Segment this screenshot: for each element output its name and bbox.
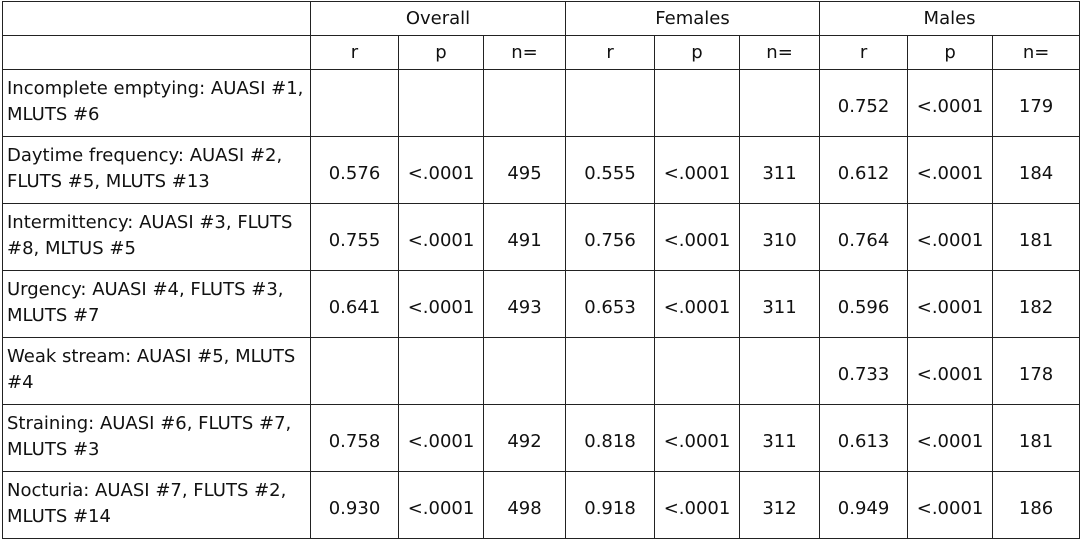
overall-p-cell: <.0001 [398,471,484,539]
row-label: Weak stream: AUASI #5, MLUTS #4 [2,337,311,405]
males-r-cell: 0.949 [819,471,909,539]
row-label: Urgency: AUASI #4, FLUTS #3, MLUTS #7 [2,270,311,338]
group-header-row: Overall Females Males [2,1,1080,36]
overall-p-cell: <.0001 [398,270,484,338]
females-n-cell [739,69,821,137]
overall-n-cell: 498 [482,471,567,539]
subheader-p: p [654,35,741,70]
females-r-cell: 0.756 [565,203,656,271]
overall-r-cell [310,69,399,137]
overall-n-cell: 495 [482,136,567,204]
overall-r-cell: 0.930 [310,471,399,539]
subheader-r: r [819,35,909,70]
table-row: Daytime frequency: AUASI #2, FLUTS #5, M… [2,136,1080,204]
males-r-cell: 0.733 [819,337,909,405]
females-r-cell: 0.818 [565,404,656,472]
table-row: Weak stream: AUASI #5, MLUTS #4 0.733 <.00… [2,337,1080,405]
row-label: Incomplete emptying: AUASI #1, MLUTS #6 [2,69,311,137]
males-n-cell: 184 [992,136,1080,204]
row-label: Nocturia: AUASI #7, FLUTS #2, MLUTS #14 [2,471,311,539]
females-p-cell: <.0001 [654,471,741,539]
overall-p-cell [398,337,484,405]
table-row: Nocturia: AUASI #7, FLUTS #2, MLUTS #14 0… [2,471,1080,539]
corner-cell [2,1,311,36]
males-p-cell: <.0001 [907,270,994,338]
males-n-cell: 181 [992,404,1080,472]
females-n-cell: 311 [739,270,821,338]
females-r-cell: 0.918 [565,471,656,539]
females-n-cell: 311 [739,136,821,204]
males-p-cell: <.0001 [907,203,994,271]
overall-r-cell [310,337,399,405]
females-r-cell: 0.653 [565,270,656,338]
table-row: Straining: AUASI #6, FLUTS #7, MLUTS #3 0… [2,404,1080,472]
overall-p-cell [398,69,484,137]
subheader-r: r [565,35,656,70]
row-label: Daytime frequency: AUASI #2, FLUTS #5, M… [2,136,311,204]
subheader-r: r [310,35,399,70]
overall-n-cell: 491 [482,203,567,271]
males-n-cell: 181 [992,203,1080,271]
group-header-females: Females [565,1,821,36]
males-n-cell: 179 [992,69,1080,137]
males-p-cell: <.0001 [907,337,994,405]
group-header-males: Males [819,1,1080,36]
males-n-cell: 182 [992,270,1080,338]
males-p-cell: <.0001 [907,136,994,204]
males-r-cell: 0.613 [819,404,909,472]
group-header-overall: Overall [309,1,567,36]
females-p-cell: <.0001 [654,136,741,204]
overall-r-cell: 0.758 [310,404,399,472]
overall-p-cell: <.0001 [398,404,484,472]
females-n-cell [739,337,821,405]
table-row: Incomplete emptying: AUASI #1, MLUTS #6 0… [2,69,1080,137]
overall-r-cell: 0.755 [310,203,399,271]
males-p-cell: <.0001 [907,471,994,539]
row-label: Straining: AUASI #6, FLUTS #7, MLUTS #3 [2,404,311,472]
males-p-cell: <.0001 [907,404,994,472]
males-r-cell: 0.752 [819,69,909,137]
males-n-cell: 178 [992,337,1080,405]
females-p-cell [654,69,741,137]
overall-n-cell: 493 [482,270,567,338]
subheader-p: p [907,35,994,70]
subheader-p: p [398,35,484,70]
row-label: Intermittency: AUASI #3, FLUTS #8, MLTUS… [2,203,311,271]
table-row: Urgency: AUASI #4, FLUTS #3, MLUTS #7 0.6… [2,270,1080,338]
overall-p-cell: <.0001 [398,203,484,271]
overall-n-cell [482,69,567,137]
females-r-cell [565,69,656,137]
overall-p-cell: <.0001 [398,136,484,204]
females-r-cell [565,337,656,405]
males-n-cell: 186 [992,471,1080,539]
overall-n-cell: 492 [482,404,567,472]
subheader-n: n= [482,35,567,70]
females-n-cell: 311 [739,404,821,472]
females-p-cell: <.0001 [654,404,741,472]
females-n-cell: 310 [739,203,821,271]
corner-cell [2,35,311,70]
overall-r-cell: 0.576 [310,136,399,204]
males-p-cell: <.0001 [907,69,994,137]
females-p-cell: <.0001 [654,203,741,271]
males-r-cell: 0.612 [819,136,909,204]
males-r-cell: 0.596 [819,270,909,338]
subheader-row: r p n= r p n= r p n= [2,35,1080,70]
females-r-cell: 0.555 [565,136,656,204]
overall-n-cell [482,337,567,405]
subheader-n: n= [992,35,1080,70]
males-r-cell: 0.764 [819,203,909,271]
table-row: Intermittency: AUASI #3, FLUTS #8, MLTUS… [2,203,1080,271]
females-p-cell: <.0001 [654,270,741,338]
females-p-cell [654,337,741,405]
subheader-n: n= [739,35,821,70]
overall-r-cell: 0.641 [310,270,399,338]
females-n-cell: 312 [739,471,821,539]
